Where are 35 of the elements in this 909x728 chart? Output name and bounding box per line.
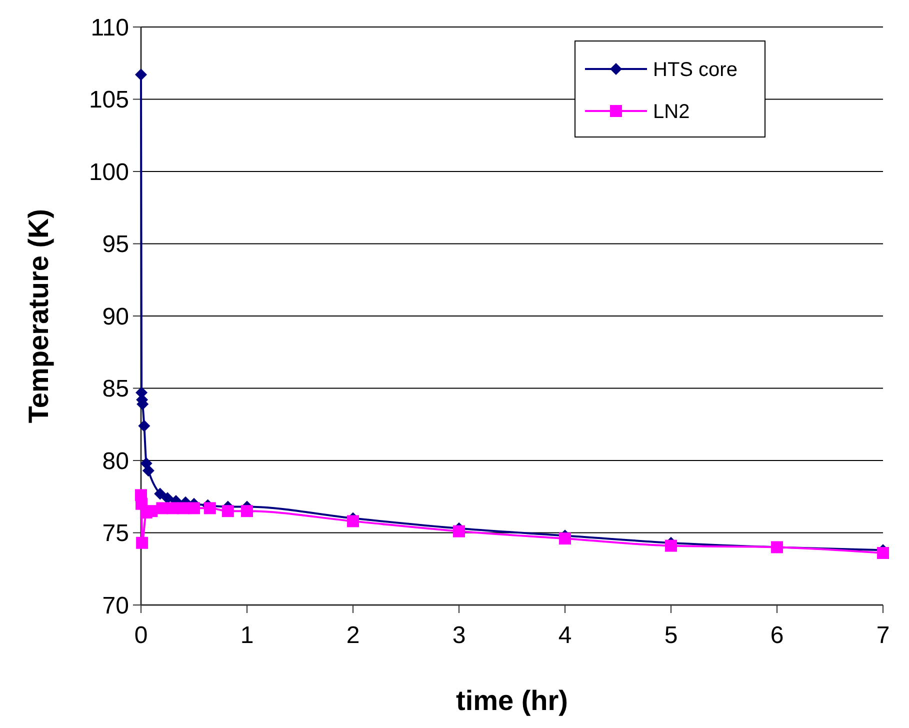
x-tick-label: 6 bbox=[770, 622, 784, 649]
legend-label: HTS core bbox=[653, 59, 738, 81]
point bbox=[347, 515, 359, 528]
point bbox=[138, 420, 150, 432]
y-tick-label: 90 bbox=[102, 303, 129, 330]
x-axis-title: time (hr) bbox=[456, 685, 568, 716]
point bbox=[222, 505, 234, 518]
point bbox=[135, 68, 147, 81]
x-tick-label: 5 bbox=[664, 622, 678, 649]
y-tick-label: 80 bbox=[102, 448, 129, 475]
y-tick-label: 105 bbox=[88, 86, 129, 114]
point bbox=[559, 532, 571, 545]
point bbox=[665, 540, 677, 552]
x-tick-label: 4 bbox=[558, 622, 572, 649]
point bbox=[136, 536, 148, 549]
x-tick-label: 3 bbox=[452, 622, 466, 649]
point bbox=[188, 502, 200, 514]
x-tick-label: 7 bbox=[876, 622, 890, 649]
y-tick-label: 110 bbox=[90, 14, 129, 42]
point bbox=[241, 505, 253, 518]
y-tick-label: 85 bbox=[102, 376, 129, 403]
y-tick-label: 70 bbox=[102, 592, 129, 620]
x-tick-label: 2 bbox=[346, 622, 360, 649]
x-tick-label: 1 bbox=[240, 622, 254, 649]
y-tick-label: 100 bbox=[88, 158, 129, 186]
point bbox=[453, 525, 465, 538]
point bbox=[204, 502, 216, 514]
point bbox=[154, 488, 166, 500]
point bbox=[142, 464, 154, 477]
y-axis-title: Temperature (K) bbox=[23, 208, 54, 424]
y-tick-label: 75 bbox=[102, 520, 129, 548]
legend-label: LN2 bbox=[653, 101, 690, 123]
y-tick-label: 95 bbox=[102, 231, 129, 258]
x-tick-label: 0 bbox=[134, 622, 148, 649]
point bbox=[877, 546, 889, 559]
